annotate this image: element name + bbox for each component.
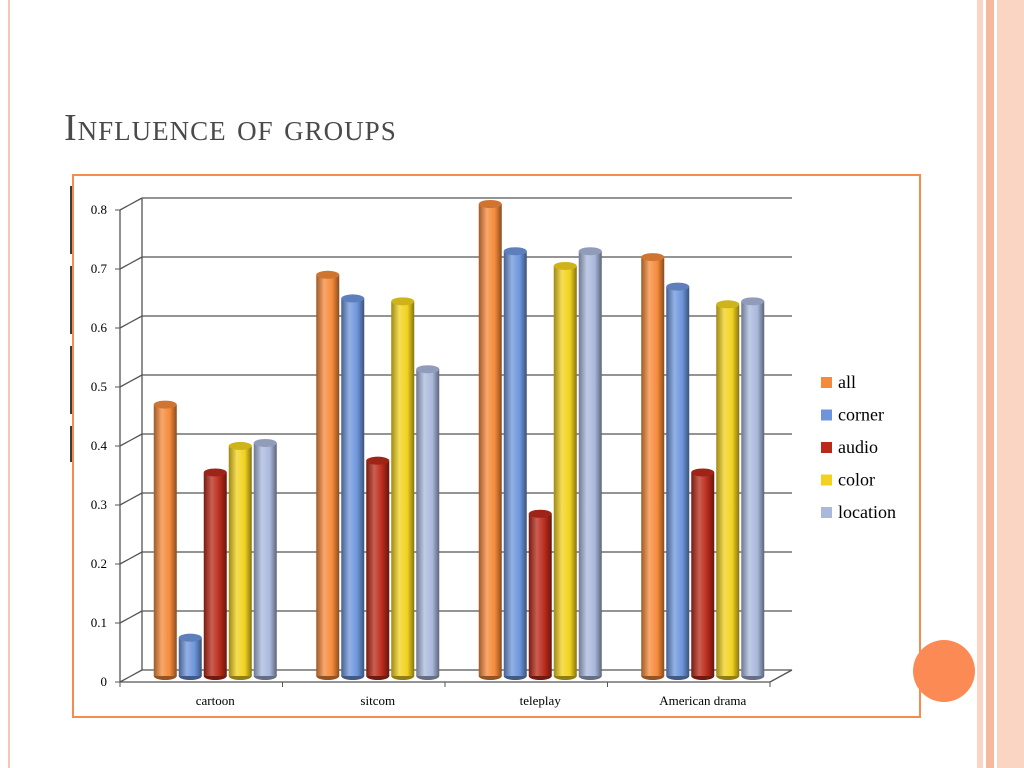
bar-corner-american-drama <box>666 282 690 680</box>
legend-swatch <box>821 442 832 453</box>
y-tick-label: 0.5 <box>91 379 107 394</box>
right-decor-band <box>997 0 1024 768</box>
left-edge-line <box>8 0 10 768</box>
bar-color-american-drama <box>716 300 740 680</box>
slide-title: Influence of groups <box>64 107 397 149</box>
gridline-diagonal <box>119 551 143 565</box>
y-tick-label: 0.6 <box>91 320 108 335</box>
bar-audio-cartoon <box>203 468 227 680</box>
right-decor-band <box>994 0 997 768</box>
gridline-diagonal <box>119 256 143 270</box>
legend-label: corner <box>838 405 884 425</box>
bar-audio-teleplay <box>528 509 552 680</box>
gridline-diagonal <box>119 433 143 447</box>
bar-all-cartoon <box>153 400 177 680</box>
gridline-diagonal <box>119 374 143 388</box>
x-category-label: cartoon <box>196 693 235 708</box>
gridline-diagonal <box>119 315 143 329</box>
x-category-label: sitcom <box>360 693 395 708</box>
bar-all-sitcom <box>316 270 340 680</box>
legend-swatch <box>821 474 832 486</box>
legend-swatch <box>821 377 832 388</box>
x-category-label: American drama <box>659 693 746 708</box>
floor-edge <box>769 669 793 683</box>
y-tick-label: 0.7 <box>91 261 108 276</box>
bar-audio-american-drama <box>691 468 715 680</box>
legend-label: audio <box>838 437 878 457</box>
gridline-diagonal <box>119 610 143 624</box>
bar-audio-sitcom <box>366 456 390 680</box>
legend-label: all <box>838 372 856 392</box>
y-tick-label: 0.2 <box>91 556 107 571</box>
bar-color-teleplay <box>553 261 577 680</box>
bar-corner-teleplay <box>503 247 527 680</box>
y-tick-label: 0.4 <box>91 438 108 453</box>
y-tick-label: 0 <box>101 674 108 689</box>
bar-location-cartoon <box>253 438 277 680</box>
y-tick-label: 0.8 <box>91 202 107 217</box>
bar-color-cartoon <box>228 441 252 680</box>
bar-location-teleplay <box>578 247 602 680</box>
y-tick-label: 0.3 <box>91 497 107 512</box>
legend-item-corner: corner <box>821 405 884 425</box>
gridline-diagonal <box>119 492 143 506</box>
right-decor-band <box>977 0 983 768</box>
bar-all-american-drama <box>641 253 665 680</box>
x-category-label: teleplay <box>520 693 562 708</box>
bar-corner-cartoon <box>178 633 202 680</box>
gridline-diagonal <box>119 669 143 683</box>
legend-item-audio: audio <box>821 437 878 457</box>
legend-item-all: all <box>821 372 856 392</box>
legend-item-location: location <box>821 502 896 522</box>
legend-swatch <box>821 507 832 518</box>
right-decor-band <box>986 0 994 768</box>
legend-swatch <box>821 409 832 421</box>
decor-circle <box>913 640 975 702</box>
legend-label: location <box>838 502 896 522</box>
right-decor-band <box>983 0 986 768</box>
legend-label: color <box>838 470 875 490</box>
y-tick-label: 0.1 <box>91 615 107 630</box>
bar-location-sitcom <box>416 365 440 680</box>
gridline-diagonal <box>119 197 143 211</box>
bar-all-teleplay <box>478 200 502 680</box>
bar-corner-sitcom <box>341 294 365 680</box>
bar-location-american-drama <box>741 297 765 680</box>
bar-color-sitcom <box>391 297 415 680</box>
legend-item-color: color <box>821 470 875 490</box>
